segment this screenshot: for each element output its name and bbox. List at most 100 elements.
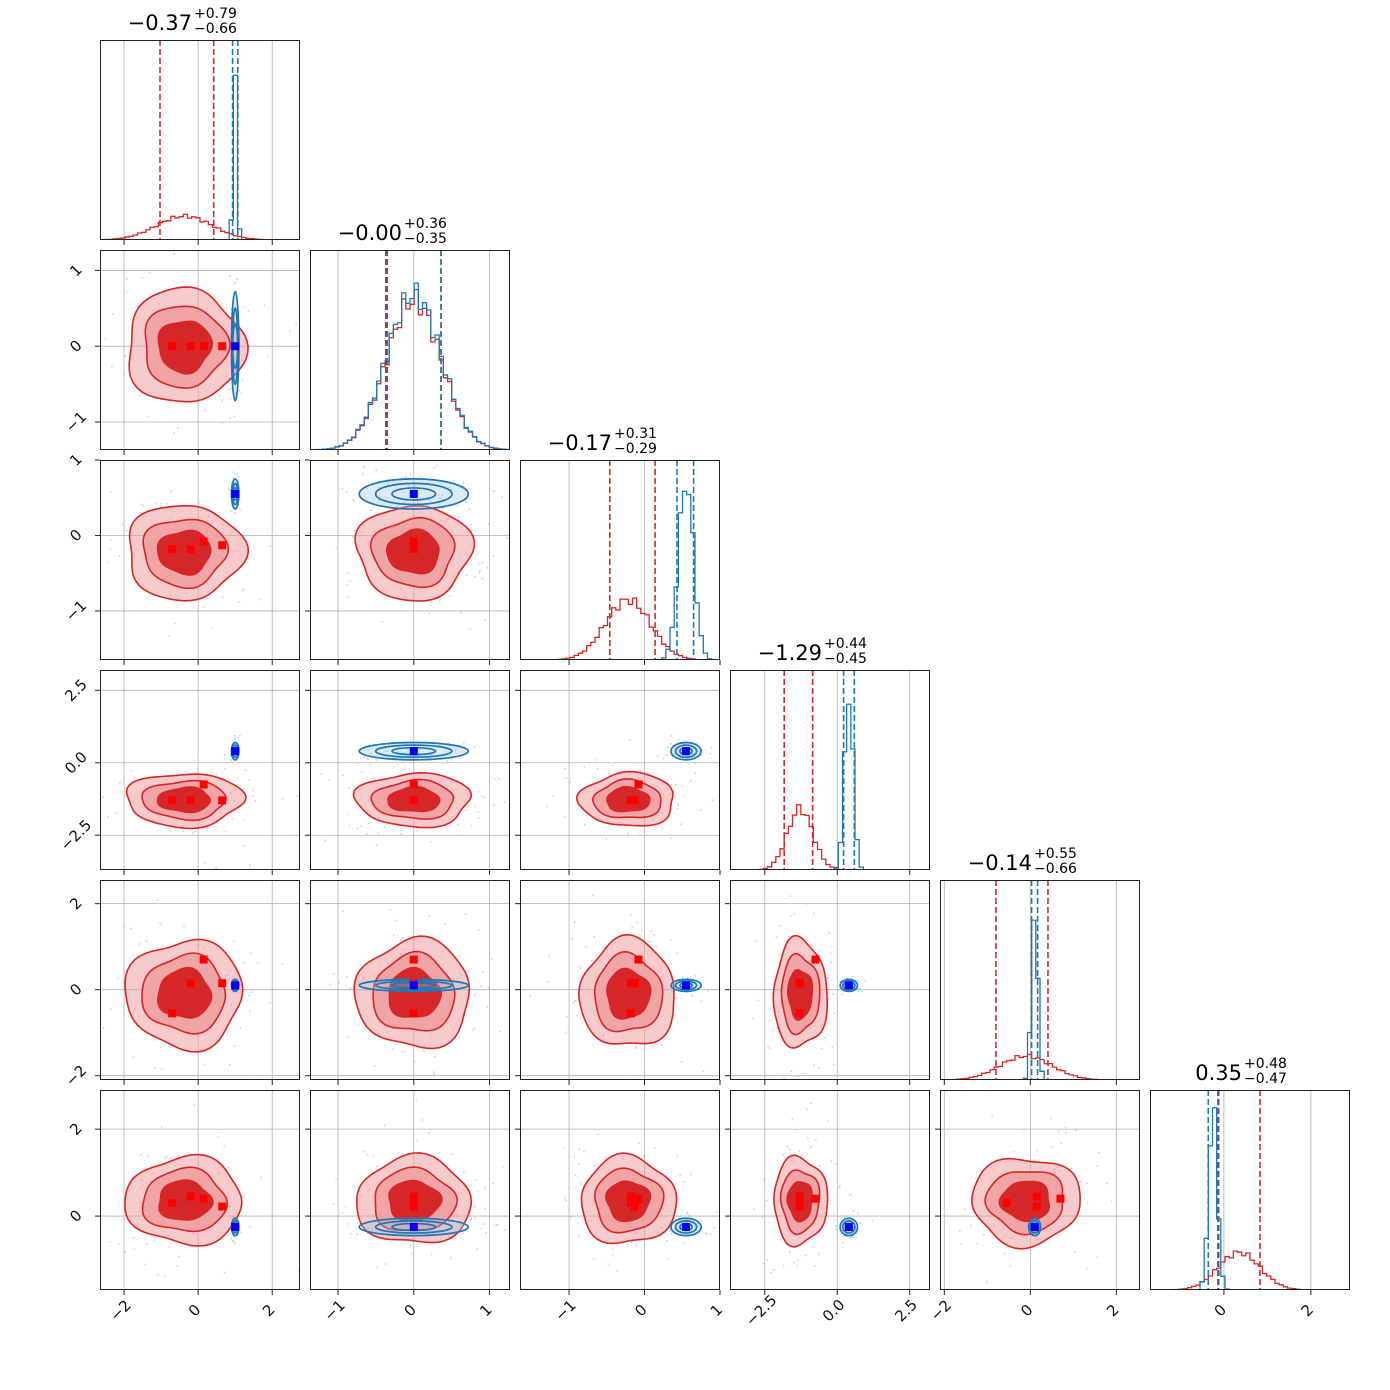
sample-point-red bbox=[243, 844, 246, 847]
sample-point-red bbox=[478, 571, 481, 574]
sample-point-red bbox=[809, 1146, 812, 1148]
contour-red bbox=[998, 1180, 1050, 1223]
panel-frame bbox=[100, 1090, 300, 1290]
contour-blue bbox=[674, 980, 698, 991]
sample-point-red bbox=[351, 535, 354, 538]
sample-point-blue bbox=[861, 990, 863, 993]
sample-point-red bbox=[824, 1036, 826, 1039]
sample-point-red bbox=[235, 525, 238, 528]
sample-point-blue bbox=[446, 760, 449, 763]
sample-point-red bbox=[110, 365, 113, 368]
panel-3-3 bbox=[730, 670, 930, 875]
sample-point-red bbox=[490, 958, 493, 961]
sample-point-red bbox=[438, 600, 441, 603]
contour-red bbox=[786, 968, 814, 1022]
contour-red bbox=[157, 320, 214, 375]
sample-point-red bbox=[566, 1015, 568, 1018]
sample-point-red bbox=[430, 1253, 433, 1256]
sample-point-blue bbox=[387, 482, 390, 485]
sample-point-blue bbox=[864, 979, 866, 982]
sample-point-red bbox=[178, 1154, 181, 1157]
sample-point-red bbox=[828, 932, 831, 934]
sample-point-blue bbox=[700, 1219, 703, 1222]
sample-point-blue bbox=[239, 508, 241, 511]
sample-point-blue bbox=[473, 746, 476, 748]
sample-point-red bbox=[126, 291, 129, 294]
panel-plot-area bbox=[100, 460, 300, 660]
sample-point-red bbox=[545, 805, 548, 808]
sample-point-blue bbox=[449, 486, 452, 489]
sample-point-blue bbox=[233, 512, 236, 514]
x-tick-label: 2.5 bbox=[891, 1296, 921, 1326]
sample-point-red bbox=[132, 1237, 135, 1239]
panel-3-0: −2.5 0.0 2.5 bbox=[57, 670, 300, 875]
contour-blue bbox=[374, 1220, 453, 1234]
sample-point-red bbox=[565, 777, 568, 780]
sample-point-red bbox=[532, 536, 534, 538]
sample-point-red bbox=[389, 909, 392, 911]
panel-frame bbox=[520, 880, 720, 1080]
sample-point-red bbox=[122, 925, 125, 928]
sample-point-red bbox=[734, 782, 736, 784]
sample-point-red bbox=[590, 959, 593, 962]
sample-point-blue bbox=[348, 988, 351, 991]
sample-point-red bbox=[593, 935, 596, 938]
title-plus: +0.36 bbox=[404, 216, 447, 232]
sample-point-red bbox=[757, 999, 760, 1002]
sample-point-red bbox=[249, 1010, 251, 1013]
panel-0-0 bbox=[100, 40, 300, 245]
y-tick-label: 2 bbox=[66, 894, 85, 913]
sample-point-blue bbox=[857, 1212, 859, 1215]
sample-point-blue bbox=[706, 989, 709, 992]
marker-red bbox=[409, 1202, 418, 1211]
panel-frame bbox=[100, 460, 300, 660]
sample-point-red bbox=[193, 1104, 196, 1106]
sample-point-red bbox=[249, 1225, 252, 1228]
sample-point-red bbox=[583, 765, 586, 768]
sample-point-blue bbox=[232, 1236, 235, 1238]
sample-point-red bbox=[704, 1232, 707, 1235]
sample-point-red bbox=[346, 813, 349, 816]
sample-point-red bbox=[348, 824, 351, 827]
sample-point-red bbox=[699, 809, 702, 812]
sample-point-red bbox=[700, 999, 703, 1002]
sample-point-red bbox=[467, 970, 470, 973]
sample-point-red bbox=[607, 1263, 610, 1266]
sample-point-red bbox=[365, 832, 368, 835]
sample-point-red bbox=[392, 934, 395, 937]
marker-red bbox=[634, 955, 643, 964]
sample-point-red bbox=[221, 399, 223, 402]
sample-point-red bbox=[492, 554, 495, 557]
sample-point-blue bbox=[857, 987, 860, 990]
sample-point-red bbox=[153, 1239, 156, 1242]
panel-5-0: −2 0 2 0 2 bbox=[66, 1090, 300, 1325]
sample-point-blue bbox=[856, 979, 859, 982]
sample-point-red bbox=[763, 1186, 766, 1189]
sample-point-blue bbox=[495, 1223, 497, 1226]
sample-point-red bbox=[676, 807, 679, 810]
sample-point-red bbox=[702, 1070, 705, 1073]
sample-point-red bbox=[661, 864, 663, 866]
sample-point-red bbox=[160, 1126, 163, 1128]
sample-point-red bbox=[1050, 1117, 1052, 1120]
sample-point-red bbox=[239, 1026, 242, 1029]
sample-point-red bbox=[682, 1241, 685, 1244]
sample-point-blue bbox=[713, 1226, 716, 1229]
sample-point-red bbox=[1060, 1142, 1063, 1145]
sample-point-red bbox=[462, 1232, 465, 1235]
sample-point-red bbox=[529, 995, 532, 998]
marker-red bbox=[199, 955, 208, 964]
sample-point-red bbox=[138, 944, 141, 946]
sample-point-red bbox=[814, 1138, 817, 1141]
sample-point-red bbox=[320, 773, 322, 776]
marker-blue bbox=[231, 747, 240, 756]
sample-point-red bbox=[793, 912, 796, 915]
sample-point-red bbox=[607, 1293, 609, 1295]
sample-point-red bbox=[639, 770, 642, 773]
x-tick-label: −2 bbox=[106, 1296, 134, 1324]
sample-point-blue bbox=[667, 746, 669, 749]
sample-point-red bbox=[616, 1269, 618, 1272]
marker-blue bbox=[409, 1222, 418, 1231]
y-tick-label: −2.5 bbox=[57, 816, 95, 854]
sample-point-blue bbox=[375, 759, 378, 761]
